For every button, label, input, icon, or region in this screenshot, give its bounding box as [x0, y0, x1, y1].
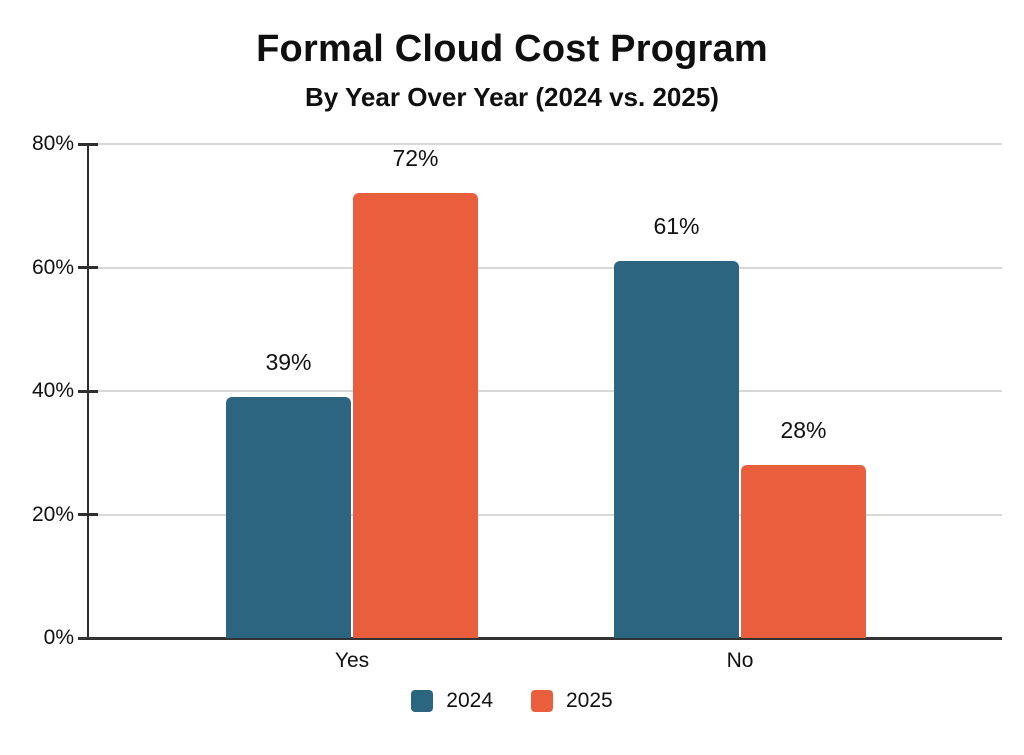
legend-label-2024: 2024	[446, 689, 493, 712]
gridline-80%	[88, 143, 1002, 145]
y-axis-line	[87, 144, 89, 638]
bar-2025-yes	[353, 193, 478, 638]
x-category-label-no: No	[726, 649, 754, 672]
gridline-60%	[88, 266, 1002, 269]
chart-subtitle: By Year Over Year (2024 vs. 2025)	[305, 82, 719, 112]
bar-value-label-2025-yes: 72%	[392, 145, 439, 172]
ytick-label-0%: 0%	[43, 626, 74, 649]
bar-2025-no	[741, 465, 866, 638]
legend-item-2024: 2024	[411, 689, 493, 713]
legend-label-2025: 2025	[566, 689, 613, 712]
gridline-40%	[88, 390, 1002, 392]
gridline-20%	[88, 513, 1002, 516]
ytick-label-40%: 40%	[31, 379, 74, 402]
legend-swatch-2025	[531, 690, 553, 712]
legend-swatch-2024	[411, 690, 434, 712]
x-axis-line	[78, 637, 1002, 640]
chart-title: Formal Cloud Cost Program	[256, 28, 768, 70]
legend: 2024 2025	[0, 689, 1024, 713]
bar-value-label-2024-yes: 39%	[265, 349, 312, 376]
bar-2024-no	[614, 261, 739, 638]
ytick-label-60%: 60%	[31, 255, 74, 279]
bar-value-label-2025-no: 28%	[780, 417, 827, 444]
x-category-label-yes: Yes	[334, 649, 370, 672]
bar-2024-yes	[226, 397, 351, 638]
ytick-label-20%: 20%	[31, 502, 74, 526]
bar-value-label-2024-no: 61%	[653, 213, 700, 240]
legend-item-2025: 2025	[531, 689, 613, 713]
ytick-label-80%: 80%	[31, 132, 74, 155]
